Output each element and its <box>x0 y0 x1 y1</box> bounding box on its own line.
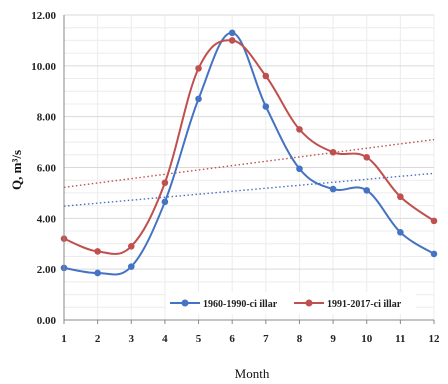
x-tick-label: 2 <box>95 333 101 345</box>
x-tick-label: 4 <box>162 333 168 345</box>
legend: 1960-1990-ci illar 1991-2017-ci illar <box>166 292 416 314</box>
x-tick-label: 7 <box>263 333 269 345</box>
series-line-1 <box>63 31 435 276</box>
x-tick-label: 1 <box>61 333 67 345</box>
legend-box <box>166 292 416 314</box>
x-tick-label: 6 <box>229 333 235 345</box>
x-tick-label: 8 <box>297 333 303 345</box>
y-tick-label: 10.00 <box>31 61 56 73</box>
x-tick-label: 10 <box>361 333 373 345</box>
data-point-series-1-month-7 <box>262 103 270 110</box>
x-tick-label: 11 <box>395 333 405 345</box>
y-axis-title: Q, m³/s <box>9 150 24 190</box>
y-tick-label: 6.00 <box>37 163 57 175</box>
data-point-series-1-month-4 <box>161 198 169 206</box>
data-point-series-2-month-4 <box>161 179 169 187</box>
y-tick-label: 0.00 <box>37 315 57 327</box>
trendline-series-1 <box>63 172 435 207</box>
x-axis-title: Month <box>235 366 270 381</box>
data-point-series-1-month-9 <box>329 185 337 193</box>
x-tick-labels: 1 2 3 4 5 6 7 8 9 10 11 12 <box>61 333 440 345</box>
legend-marker-series-1 <box>181 299 189 307</box>
data-point-series-1-month-3 <box>127 263 135 270</box>
y-tick-label: 8.00 <box>37 112 57 124</box>
y-tick-label: 2.00 <box>37 264 57 276</box>
data-point-series-1-month-10 <box>363 187 371 194</box>
data-point-series-1-month-2 <box>94 269 101 277</box>
data-point-series-2-month-6 <box>228 37 236 44</box>
data-point-series-2-month-10 <box>363 154 371 161</box>
x-tick-label: 3 <box>129 333 135 345</box>
data-point-series-2-month-11 <box>397 193 404 201</box>
x-tick-label: 9 <box>330 333 336 345</box>
y-tick-labels: 0.00 2.00 4.00 6.00 8.00 10.00 12.00 <box>31 10 56 327</box>
data-point-series-2-month-5 <box>195 65 202 72</box>
series <box>60 29 438 277</box>
data-point-series-1-month-12 <box>430 250 438 258</box>
data-point-series-1-month-6 <box>228 29 236 37</box>
data-point-series-2-month-12 <box>430 217 438 225</box>
data-point-series-2-month-3 <box>127 242 135 250</box>
data-point-series-1-month-5 <box>195 95 202 103</box>
data-point-series-2-month-7 <box>262 72 270 80</box>
data-point-series-2-month-8 <box>296 126 303 133</box>
data-point-series-1-month-8 <box>296 165 303 173</box>
data-point-series-2-month-2 <box>94 248 101 255</box>
trendlines <box>63 138 435 207</box>
data-point-series-1-month-11 <box>397 229 404 236</box>
legend-label-series-2: 1991-2017-ci illar <box>327 299 402 310</box>
y-tick-label: 12.00 <box>31 10 56 22</box>
axes <box>63 15 435 324</box>
legend-label-series-1: 1960-1990-ci illar <box>203 299 278 310</box>
data-point-series-2-month-9 <box>329 148 337 156</box>
x-tick-label: 5 <box>196 333 202 345</box>
y-tick-label: 4.00 <box>37 213 57 225</box>
legend-marker-series-2 <box>305 299 313 307</box>
x-tick-label: 12 <box>429 333 441 345</box>
